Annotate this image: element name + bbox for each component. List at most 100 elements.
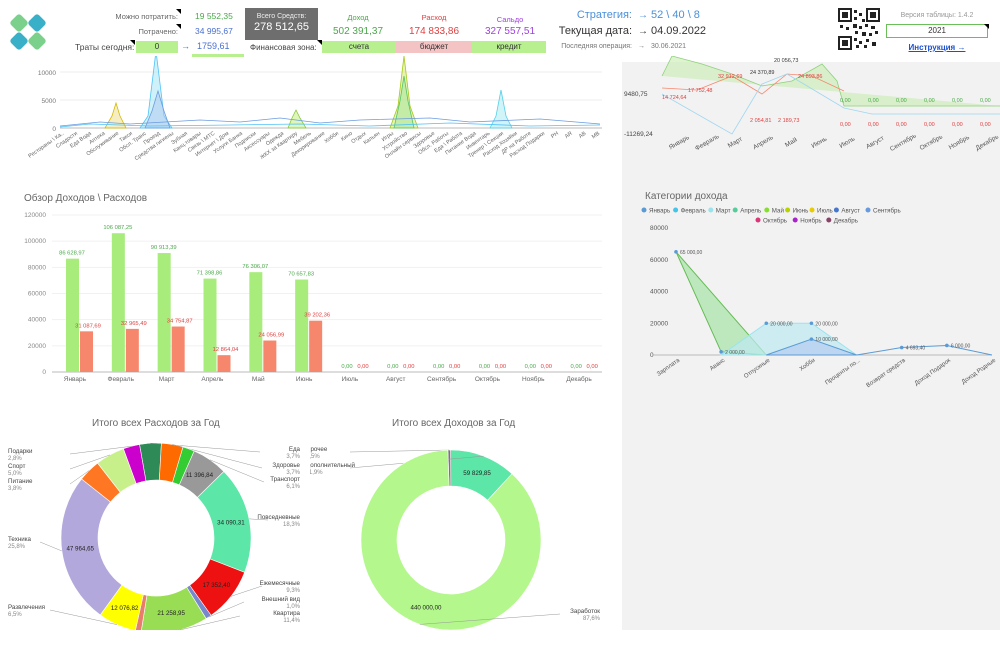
slice-label: Ежемесячные	[260, 580, 301, 587]
slice-percent: 3,8%	[8, 486, 22, 492]
category-label: PH	[550, 131, 560, 140]
slice-percent: 11,9%	[310, 470, 323, 476]
expense-label: 32 965,49	[121, 321, 147, 327]
zero-label: 0,00	[924, 122, 935, 128]
data-point	[809, 321, 814, 326]
slice-value-label: 12 076,82	[111, 605, 139, 612]
year-selector[interactable]: 2021	[886, 24, 988, 38]
spent-value: 34 995,67	[195, 26, 233, 36]
month-label: Ноябрь	[522, 375, 545, 383]
slice-label: Квартира	[273, 610, 300, 617]
legend-marker	[809, 207, 815, 213]
credit-button[interactable]: кредит	[472, 41, 546, 53]
donut-slice	[360, 449, 542, 630]
value-label: 17 752,48	[688, 88, 712, 94]
expense-label: 34 754,87	[167, 319, 193, 325]
today-input[interactable]: 0	[136, 41, 178, 53]
legend-label: Январь	[649, 208, 670, 215]
slice-label: Повседневные	[257, 514, 300, 521]
qr-code-icon[interactable]	[838, 8, 880, 50]
month-label: Апрель	[201, 376, 224, 383]
value-label: 2 189,73	[778, 118, 799, 124]
zero-label: 0,00	[980, 122, 991, 128]
point-label: 6 000,00	[951, 343, 971, 349]
slice-percent: 18,3%	[283, 522, 301, 528]
expense-label: Расход	[421, 13, 447, 22]
income-bar	[157, 253, 171, 372]
income-bar	[295, 279, 309, 372]
legend-marker	[792, 217, 798, 223]
legend-label: Ноябрь	[800, 218, 821, 225]
y-tick: 5000	[42, 98, 57, 105]
today-label: Траты сегодня:	[75, 42, 135, 52]
version-label: Версия таблицы: 1.4.2	[900, 12, 974, 19]
expense-bar	[309, 320, 323, 372]
y-label: 9480,75	[624, 91, 648, 98]
month-label: Январь	[668, 134, 691, 152]
income-label: 0,00	[479, 364, 490, 370]
month-label: Декабрь	[566, 375, 592, 383]
budget-button[interactable]: бюджет	[396, 41, 472, 53]
expense-label: 0,00	[403, 364, 414, 370]
slice-value-label: 59 829,85	[463, 470, 491, 477]
instruction-link[interactable]: Инструкция →	[908, 43, 966, 52]
balance-label: Сальдо	[496, 15, 524, 24]
slice-label: Дополнительный	[310, 462, 356, 469]
data-point	[674, 250, 678, 254]
last-op-arrow: →	[638, 43, 645, 50]
data-point	[945, 343, 949, 348]
expense-categories-line-chart: 10000 5000 0 Рестораны \ Ка..СладостиЕда…	[27, 56, 602, 162]
month-label: Февраль	[108, 376, 135, 383]
legend-marker	[826, 217, 832, 223]
slice-label: Техника	[8, 536, 32, 543]
month-label: Март	[727, 136, 744, 150]
total-funds-label: Всего Средств:	[256, 13, 307, 20]
expense-bar	[171, 326, 185, 372]
zero-label: 0,00	[924, 98, 935, 104]
point-label: 20 000,00	[770, 321, 792, 327]
month-label: Март	[159, 376, 175, 383]
expense-bar	[217, 355, 231, 372]
income-label: 0,00	[525, 364, 536, 370]
legend-marker	[708, 207, 714, 213]
monthly-balance-line-chart: 9480,75 -11269,24 14 724,64 17 752,48 32…	[624, 56, 1000, 153]
accounts-button[interactable]: счета	[322, 41, 396, 53]
slice-label: Еда	[289, 446, 301, 453]
income-label: 86 628,97	[59, 251, 85, 257]
data-point	[719, 350, 723, 354]
month-label: Декабрь	[974, 132, 1000, 152]
expense-label: 0,00	[495, 364, 506, 370]
income-bar	[203, 278, 217, 372]
zero-label: 0,00	[868, 122, 879, 128]
category-label: Возврат средств	[866, 358, 907, 389]
legend-label: Декабрь	[834, 218, 858, 225]
income-label: 90 913,39	[151, 245, 177, 251]
expense-label: 12 864,04	[213, 347, 240, 353]
legend-label: Февраль	[681, 208, 706, 215]
income-donut-title: Итого всех Доходов за Год	[392, 418, 516, 429]
expense-value: 174 833,86	[408, 26, 460, 37]
expense-bar	[80, 331, 93, 372]
point-label: 4 693,40	[906, 346, 926, 352]
total-funds-box: Всего Средств: 278 512,65	[245, 8, 318, 40]
month-label: Ноябрь	[947, 133, 971, 152]
month-label: Июнь	[296, 376, 313, 383]
slice-label: Здоровье	[272, 462, 300, 469]
expense-bar	[125, 328, 139, 372]
y-tick: 40000	[28, 317, 46, 324]
slice-label: Транспорт	[270, 476, 300, 483]
slice-percent: 11,4%	[283, 618, 300, 624]
expense-label: 0,00	[587, 364, 598, 370]
category-label: Доход Подарок	[914, 358, 952, 387]
point-label: 65 000,00	[680, 250, 702, 256]
zero-label: 0,00	[896, 122, 907, 128]
income-label: 0,00	[433, 364, 444, 370]
zero-label: 0,00	[868, 98, 879, 104]
month-label: Июнь	[810, 135, 828, 150]
legend-marker	[732, 207, 738, 213]
spent-label: Потрачено:	[138, 27, 179, 36]
slice-value-label: 34 090,31	[217, 520, 245, 527]
legend-marker	[641, 207, 647, 213]
donut-slice	[141, 586, 207, 630]
today-arrow: →	[181, 41, 190, 51]
